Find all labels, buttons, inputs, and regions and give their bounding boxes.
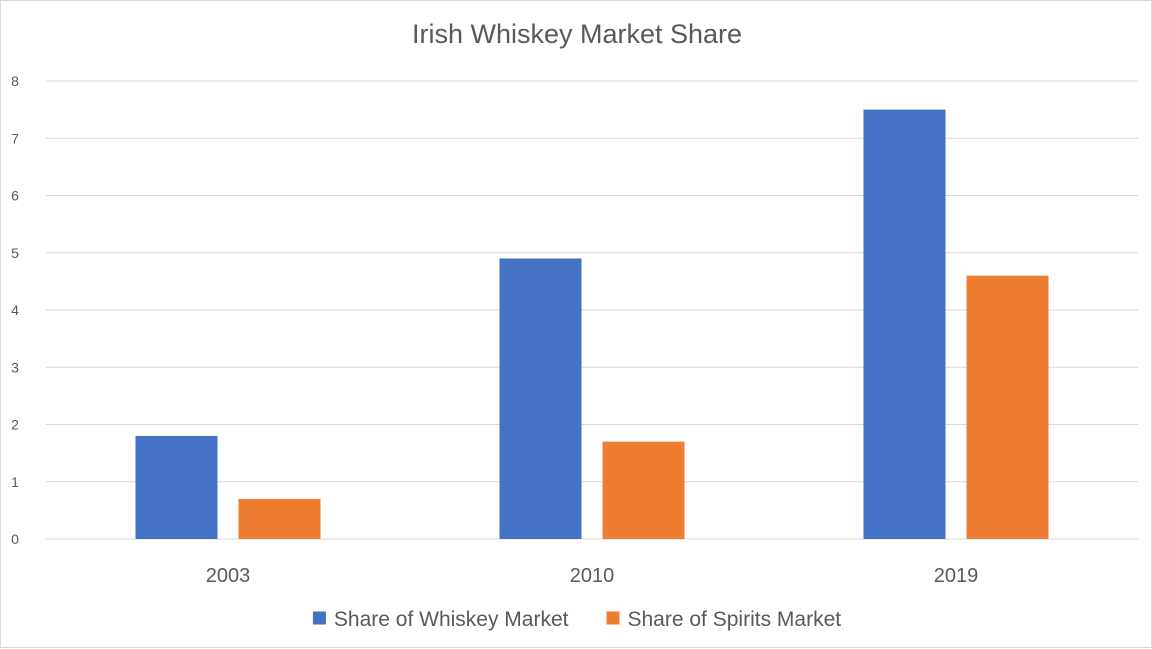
y-tick-label: 8 — [11, 73, 19, 89]
y-tick-label: 0 — [11, 531, 19, 547]
y-tick-label: 5 — [11, 245, 19, 261]
legend-swatch — [606, 611, 620, 625]
x-axis-ticks: 2003 2010 2019 — [206, 565, 979, 587]
bar-spirits-2003 — [238, 498, 321, 539]
y-tick-label: 1 — [11, 474, 19, 490]
legend-swatch — [312, 611, 326, 625]
x-tick-label: 2003 — [206, 565, 251, 587]
y-tick-label: 3 — [11, 359, 19, 375]
legend-label: Share of Spirits Market — [628, 608, 842, 631]
bars — [135, 109, 1049, 539]
bar-spirits-2010 — [602, 441, 685, 539]
bar-whiskey-2019 — [863, 109, 946, 539]
legend: Share of Whiskey Market Share of Spirits … — [312, 608, 842, 631]
x-tick-label: 2019 — [934, 565, 979, 587]
y-axis-ticks: 0 1 2 3 4 5 6 7 8 — [11, 73, 19, 547]
bar-spirits-2019 — [966, 275, 1049, 539]
x-tick-label: 2010 — [570, 565, 615, 587]
gridlines — [46, 80, 1138, 540]
chart-title: Irish Whiskey Market Share — [412, 19, 742, 49]
legend-item-whiskey: Share of Whiskey Market — [312, 608, 569, 631]
bar-whiskey-2003 — [135, 435, 218, 539]
y-tick-label: 4 — [11, 302, 19, 318]
y-tick-label: 7 — [11, 130, 19, 146]
y-tick-label: 2 — [11, 417, 19, 433]
bar-whiskey-2010 — [499, 258, 582, 539]
legend-item-spirits: Share of Spirits Market — [606, 608, 842, 631]
legend-label: Share of Whiskey Market — [334, 608, 569, 631]
y-tick-label: 6 — [11, 188, 19, 204]
